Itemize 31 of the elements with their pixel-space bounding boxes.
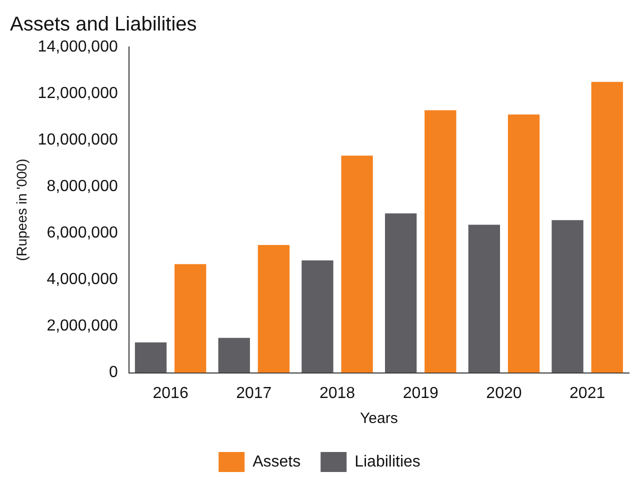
bar xyxy=(552,220,584,373)
x-tick-label: 2016 xyxy=(152,384,188,402)
bar xyxy=(424,110,456,373)
legend-label: Liabilities xyxy=(354,453,420,470)
x-axis-title: Years xyxy=(360,410,398,428)
y-tick-label: 4,000,000 xyxy=(46,271,118,288)
y-tick-label: 14,000,000 xyxy=(38,38,118,56)
y-tick-label: 8,000,000 xyxy=(46,178,118,196)
bar xyxy=(341,156,373,373)
bar xyxy=(134,342,167,373)
y-tick-label: 6,000,000 xyxy=(46,224,118,242)
y-tick-label: 0 xyxy=(108,364,118,382)
bar xyxy=(258,245,290,373)
bar xyxy=(508,114,540,373)
y-tick-label: 12,000,000 xyxy=(38,84,118,102)
chart-title: Assets and Liabilities xyxy=(10,14,197,36)
x-tick-label: 2018 xyxy=(319,384,356,402)
bar xyxy=(384,213,417,373)
legend-label: Assets xyxy=(252,453,301,470)
bar xyxy=(218,338,250,373)
bar xyxy=(302,260,334,373)
x-tick-label: 2021 xyxy=(570,384,606,402)
x-tick-label: 2017 xyxy=(236,384,272,402)
x-tick-label: 2019 xyxy=(402,384,439,402)
y-axis-title: (Rupees in '000) xyxy=(13,158,30,262)
y-tick-label: 10,000,000 xyxy=(38,131,118,148)
bar xyxy=(174,264,206,373)
bar xyxy=(591,82,623,373)
bar xyxy=(468,224,500,373)
y-tick-label: 2,000,000 xyxy=(46,318,118,335)
x-tick-label: 2020 xyxy=(486,384,522,402)
